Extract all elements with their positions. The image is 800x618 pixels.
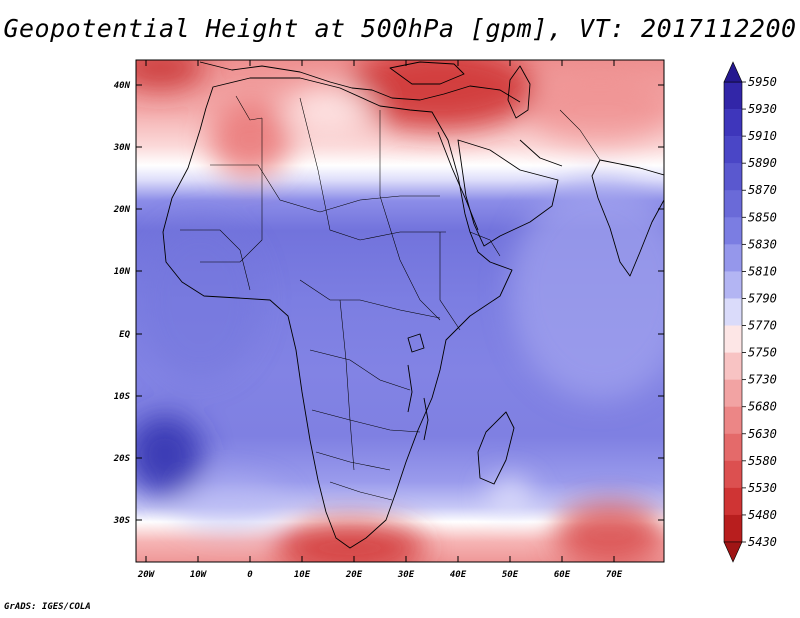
height-field-anomalies bbox=[136, 60, 664, 562]
colorbar-swatch bbox=[724, 433, 742, 462]
lat-label-20s: 20S bbox=[113, 454, 131, 464]
colorbar-swatch bbox=[724, 109, 742, 137]
lon-label-0: 0 bbox=[247, 570, 253, 580]
africa-coastline bbox=[162, 77, 513, 549]
colorbar-swatch bbox=[724, 82, 742, 110]
colorbar-swatch bbox=[724, 244, 742, 272]
colorbar-label-5770: 5770 bbox=[748, 319, 777, 333]
persian-gulf-coastline bbox=[519, 139, 563, 167]
black-sea-coastline bbox=[389, 61, 465, 85]
colorbar-swatch bbox=[724, 487, 742, 516]
colorbar-label-5870: 5870 bbox=[748, 183, 777, 197]
colorbar-swatch bbox=[724, 325, 742, 353]
lon-label-20e: 20E bbox=[345, 570, 363, 580]
colorbar-label-5680: 5680 bbox=[748, 400, 777, 414]
colorbar-label-5580: 5580 bbox=[748, 454, 777, 468]
colorbar-ticks bbox=[742, 81, 746, 543]
colorbar-label-5630: 5630 bbox=[748, 427, 777, 441]
arabia-coastline bbox=[457, 139, 559, 247]
colorbar: 5950 5930 5910 5890 5870 5850 5830 5810 5790 5770… bbox=[723, 61, 777, 563]
colorbar-swatch bbox=[724, 460, 742, 489]
colorbar-label-5950: 5950 bbox=[748, 75, 777, 89]
lat-label-10s: 10S bbox=[114, 392, 131, 402]
y-axis-ticks bbox=[136, 84, 664, 521]
lat-label-10n: 10N bbox=[114, 267, 131, 277]
colorbar-label-5480: 5480 bbox=[748, 508, 777, 522]
lon-label-10e: 10E bbox=[294, 570, 311, 580]
colorbar-swatch bbox=[724, 514, 742, 543]
colorbar-label-5890: 5890 bbox=[748, 156, 777, 170]
colorbar-swatch bbox=[724, 136, 742, 164]
colorbar-label-5750: 5750 bbox=[748, 346, 777, 360]
colorbar-labels: 5950 5930 5910 5890 5870 5850 5830 5810 5790 5770… bbox=[748, 75, 777, 549]
lon-label-40e: 40E bbox=[450, 570, 467, 580]
colorbar-label-5730: 5730 bbox=[748, 373, 777, 387]
madagascar-coastline bbox=[477, 411, 515, 485]
lake-tanganyika bbox=[407, 364, 413, 413]
colorbar-label-5530: 5530 bbox=[748, 481, 777, 495]
colorbar-swatch bbox=[724, 217, 742, 245]
colorbar-swatch bbox=[724, 271, 742, 299]
lon-label-50e: 50E bbox=[502, 570, 519, 580]
lat-label-eq: EQ bbox=[119, 330, 130, 340]
colorbar-label-5810: 5810 bbox=[748, 264, 777, 278]
lon-label-60e: 60E bbox=[554, 570, 571, 580]
india-coastline bbox=[591, 159, 664, 277]
map-frame bbox=[135, 59, 665, 563]
colorbar-swatch bbox=[724, 352, 742, 380]
caspian-coastline bbox=[507, 65, 531, 119]
lon-label-30e: 30E bbox=[397, 570, 415, 580]
colorbar-label-5830: 5830 bbox=[748, 237, 777, 251]
lat-label-40n: 40N bbox=[114, 81, 131, 91]
red-sea-coastline bbox=[437, 131, 479, 231]
colorbar-swatch bbox=[724, 406, 742, 435]
lake-victoria bbox=[407, 333, 425, 353]
colorbar-swatch bbox=[724, 190, 742, 218]
map-country-borders bbox=[180, 95, 601, 501]
chart-title: Geopotential Height at 500hPa [gpm], VT:… bbox=[3, 14, 797, 43]
x-axis-ticks bbox=[145, 60, 615, 562]
colorbar-swatch bbox=[724, 163, 742, 191]
colorbar-swatch bbox=[724, 379, 742, 408]
lon-label-10w: 10W bbox=[190, 570, 208, 580]
map-plot-area bbox=[136, 60, 664, 562]
colorbar-swatch bbox=[724, 298, 742, 326]
lat-label-20n: 20N bbox=[113, 205, 131, 215]
lat-label-30n: 30N bbox=[113, 143, 131, 153]
lake-malawi bbox=[423, 397, 429, 441]
lon-label-20w: 20W bbox=[137, 570, 156, 580]
colorbar-label-5790: 5790 bbox=[748, 291, 777, 305]
colorbar-swatches bbox=[723, 81, 743, 543]
lat-label-30s: 30S bbox=[113, 516, 131, 526]
europe-coastline bbox=[199, 61, 521, 103]
grads-credit: GrADS: IGES/COLA bbox=[4, 602, 91, 612]
colorbar-label-5930: 5930 bbox=[748, 102, 777, 116]
colorbar-label-5850: 5850 bbox=[748, 210, 777, 224]
colorbar-label-5910: 5910 bbox=[748, 129, 777, 143]
colorbar-label-5430: 5430 bbox=[748, 535, 777, 549]
lon-label-70e: 70E bbox=[606, 570, 623, 580]
colorbar-min-arrow bbox=[723, 541, 743, 563]
map-coastlines bbox=[162, 61, 664, 549]
colorbar-max-arrow bbox=[723, 61, 743, 83]
